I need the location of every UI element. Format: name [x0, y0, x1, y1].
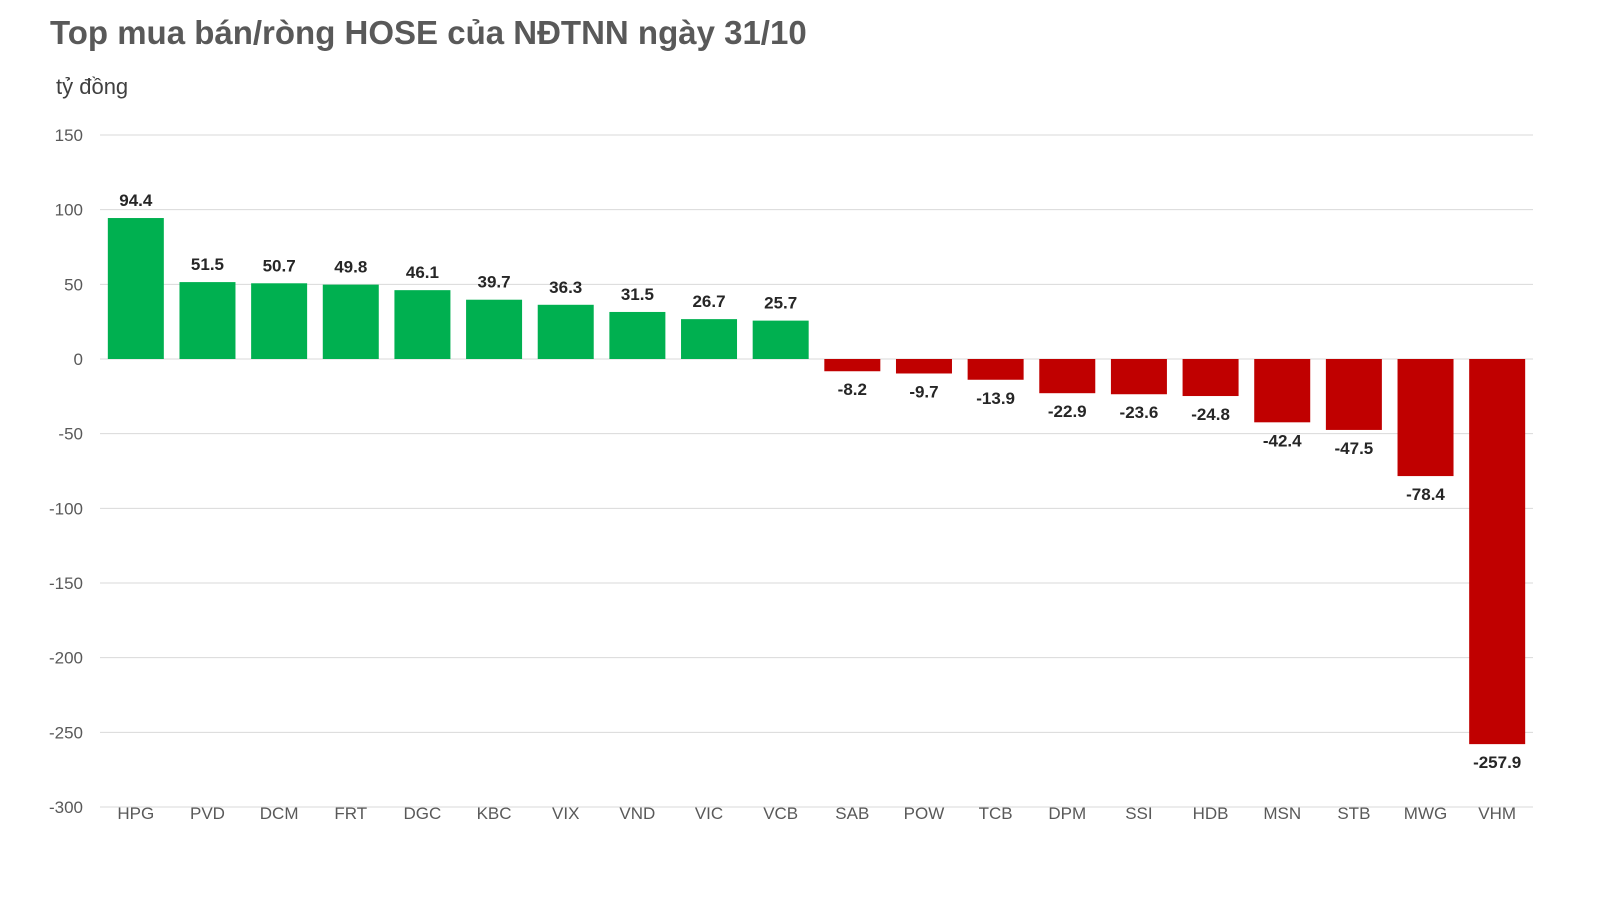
- x-tick-label: FRT: [334, 804, 367, 823]
- bar-vhm: [1469, 359, 1526, 745]
- x-tick-label: STB: [1337, 804, 1370, 823]
- data-label: -42.4: [1263, 431, 1302, 450]
- y-axis-unit-label: tỷ đồng: [56, 74, 129, 99]
- data-label: 25.7: [764, 294, 797, 313]
- x-tick-label: HDB: [1193, 804, 1229, 823]
- bar-stb: [1325, 359, 1382, 430]
- x-tick-label: DCM: [260, 804, 299, 823]
- y-tick-label: 150: [55, 126, 83, 145]
- bar-hdb: [1182, 359, 1239, 397]
- chart-title: Top mua bán/ròng HOSE của NĐTNN ngày 31/…: [50, 14, 807, 51]
- x-tick-label: DPM: [1048, 804, 1086, 823]
- x-tick-label: SSI: [1125, 804, 1152, 823]
- bars: [107, 218, 1526, 745]
- x-tick-label: VIC: [695, 804, 723, 823]
- bar-tcb: [967, 359, 1024, 380]
- x-axis-labels: HPG PVD DCM FRT DGC KBC VIX VND VIC VCB SAB POW TCB D…: [117, 804, 1516, 823]
- bar-sab: [824, 359, 881, 372]
- bar-pvd: [179, 282, 236, 359]
- y-tick-label: -300: [49, 798, 83, 817]
- bar-ssi: [1110, 359, 1167, 395]
- y-tick-label: -50: [58, 425, 83, 444]
- x-tick-label: VND: [619, 804, 655, 823]
- x-tick-label: TCB: [979, 804, 1013, 823]
- x-tick-label: PVD: [190, 804, 225, 823]
- bar-pow: [895, 359, 952, 374]
- y-tick-label: -150: [49, 574, 83, 593]
- bar-vic: [681, 319, 738, 359]
- data-label: -9.7: [909, 382, 938, 401]
- y-tick-label: -250: [49, 723, 83, 742]
- data-label: 31.5: [621, 285, 654, 304]
- data-labels: 94.4 51.5 50.7 49.8 46.1 39.7 36.3 31.5 26.7 25.7…: [119, 191, 1521, 772]
- x-tick-label: VCB: [763, 804, 798, 823]
- x-tick-label: MSN: [1263, 804, 1301, 823]
- bar-msn: [1254, 359, 1311, 423]
- y-tick-label: 100: [55, 201, 83, 220]
- y-tick-label: -100: [49, 499, 83, 518]
- data-label: 49.8: [334, 258, 367, 277]
- data-label: 94.4: [119, 191, 153, 210]
- data-label: 36.3: [549, 278, 582, 297]
- data-label: -24.8: [1191, 405, 1230, 424]
- data-label: -23.6: [1120, 403, 1159, 422]
- bar-frt: [322, 284, 379, 359]
- bar-vnd: [609, 311, 666, 359]
- data-label: -78.4: [1406, 485, 1445, 504]
- data-label: -47.5: [1335, 439, 1374, 458]
- data-label: -13.9: [976, 389, 1015, 408]
- gridlines: [100, 134, 1533, 808]
- y-tick-label: 50: [64, 275, 83, 294]
- data-label: -22.9: [1048, 402, 1087, 421]
- bar-vcb: [752, 320, 809, 359]
- x-tick-label: HPG: [117, 804, 154, 823]
- bar-dgc: [394, 290, 451, 359]
- bar-mwg: [1397, 359, 1454, 477]
- x-tick-label: VHM: [1478, 804, 1516, 823]
- bar-dpm: [1039, 359, 1096, 394]
- data-label: -8.2: [838, 380, 867, 399]
- x-tick-label: KBC: [477, 804, 512, 823]
- y-axis-ticks: 150 100 50 0 -50 -100 -150 -200 -250 -300: [49, 126, 83, 817]
- x-tick-label: MWG: [1404, 804, 1447, 823]
- x-tick-label: POW: [904, 804, 945, 823]
- data-label: -257.9: [1473, 753, 1521, 772]
- data-label: 51.5: [191, 255, 224, 274]
- bar-vix: [537, 304, 594, 359]
- data-label: 39.7: [478, 273, 511, 292]
- data-label: 50.7: [263, 256, 296, 275]
- bar-hpg: [107, 218, 164, 359]
- bar-dcm: [251, 283, 308, 359]
- x-tick-label: SAB: [835, 804, 869, 823]
- y-tick-label: -200: [49, 649, 83, 668]
- x-tick-label: DGC: [404, 804, 442, 823]
- y-tick-label: 0: [74, 350, 83, 369]
- data-label: 46.1: [406, 263, 439, 282]
- data-label: 26.7: [692, 292, 725, 311]
- bar-kbc: [466, 299, 523, 359]
- x-tick-label: VIX: [552, 804, 579, 823]
